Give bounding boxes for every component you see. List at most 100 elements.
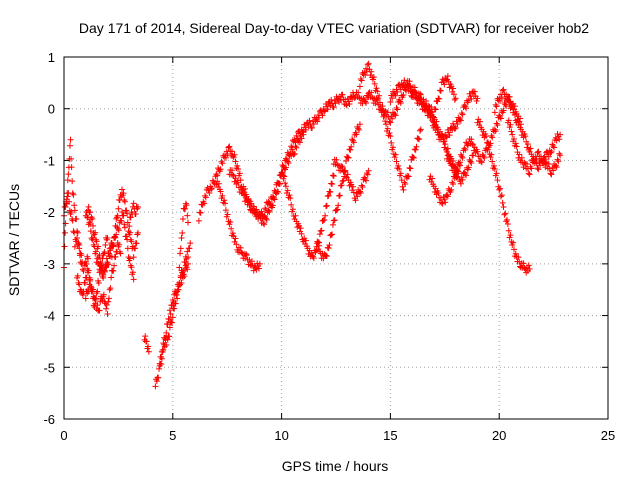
y-axis-label: SDTVAR / TECUs	[6, 184, 22, 296]
data-point-marker	[410, 154, 417, 161]
data-point-marker	[555, 158, 562, 165]
data-point-marker	[322, 101, 329, 108]
data-point-marker	[64, 177, 71, 184]
data-point-marker	[469, 89, 476, 96]
data-point-marker	[74, 272, 81, 279]
data-point-marker	[526, 171, 533, 178]
data-point-marker	[108, 274, 115, 281]
data-point-marker	[228, 225, 235, 232]
data-point-marker	[485, 144, 492, 151]
data-point-marker	[225, 144, 232, 151]
data-point-marker	[556, 136, 563, 143]
data-point-marker	[69, 217, 76, 224]
data-point-marker	[125, 254, 132, 261]
data-point-marker	[182, 200, 189, 207]
data-point-marker	[538, 158, 545, 165]
data-point-marker	[331, 217, 338, 224]
data-point-marker	[515, 254, 522, 261]
data-point-marker	[463, 172, 470, 179]
data-point-marker	[450, 85, 457, 92]
data-point-marker	[133, 240, 140, 247]
data-point-marker	[287, 150, 294, 157]
x-axis-label: GPS time / hours	[282, 458, 389, 474]
data-point-marker	[231, 151, 238, 158]
data-point-marker	[120, 212, 127, 219]
data-point-marker	[103, 305, 110, 312]
data-point-marker	[362, 72, 369, 79]
data-point-marker	[316, 242, 323, 249]
data-point-marker	[337, 167, 344, 174]
data-point-marker	[243, 252, 250, 259]
data-point-marker	[452, 124, 459, 131]
data-point-marker	[240, 186, 247, 193]
data-point-marker	[328, 180, 335, 187]
data-point-marker	[93, 238, 100, 245]
data-point-marker	[525, 170, 532, 177]
data-point-marker	[549, 164, 556, 171]
data-point-marker	[535, 148, 542, 155]
data-point-marker	[340, 177, 347, 184]
data-point-marker	[281, 165, 288, 172]
data-point-marker	[500, 86, 507, 93]
data-point-marker	[132, 245, 139, 252]
data-point-marker	[289, 206, 296, 213]
data-point-marker	[182, 205, 189, 212]
data-point-marker	[119, 186, 126, 193]
data-point-marker	[313, 116, 320, 123]
data-point-marker	[399, 183, 406, 190]
data-point-marker	[341, 168, 348, 175]
data-point-marker	[403, 86, 410, 93]
data-point-marker	[184, 212, 191, 219]
data-point-marker	[453, 174, 460, 181]
data-point-marker	[423, 103, 430, 110]
data-point-marker	[344, 154, 351, 161]
data-point-marker	[101, 248, 108, 255]
data-point-marker	[520, 164, 527, 171]
data-point-marker	[65, 171, 72, 178]
data-point-marker	[356, 83, 363, 90]
data-point-marker	[292, 139, 299, 146]
data-point-marker	[457, 159, 464, 166]
data-point-marker	[242, 251, 249, 258]
data-point-marker	[424, 112, 431, 119]
data-point-marker	[298, 230, 305, 237]
data-point-marker	[134, 203, 141, 210]
data-point-marker	[443, 77, 450, 84]
data-point-marker	[368, 89, 375, 96]
data-point-marker	[275, 180, 282, 187]
data-point-marker	[326, 188, 333, 195]
data-point-marker	[66, 198, 73, 205]
data-point-marker	[178, 235, 185, 241]
data-point-marker	[387, 98, 394, 105]
data-point-marker	[492, 127, 499, 134]
data-point-marker	[321, 108, 328, 115]
data-point-marker	[330, 172, 337, 179]
data-point-marker	[437, 194, 444, 201]
data-point-marker	[281, 173, 288, 180]
data-point-marker	[242, 255, 249, 262]
series-arc17	[265, 89, 372, 214]
data-point-marker	[306, 117, 313, 124]
data-point-marker	[401, 77, 408, 84]
data-point-marker	[509, 131, 516, 138]
data-point-marker	[202, 194, 209, 201]
data-point-marker	[238, 249, 245, 256]
data-point-marker	[125, 228, 132, 235]
data-point-marker	[546, 165, 553, 172]
data-point-marker	[533, 156, 540, 163]
data-point-marker	[282, 183, 289, 190]
data-point-marker	[323, 253, 330, 260]
data-point-marker	[392, 112, 399, 119]
data-point-marker	[126, 223, 133, 230]
data-point-marker	[435, 95, 442, 102]
data-point-marker	[130, 254, 137, 261]
data-point-marker	[96, 252, 103, 259]
data-point-marker	[508, 128, 515, 135]
data-point-marker	[153, 378, 160, 385]
data-point-marker	[437, 87, 444, 94]
data-point-marker	[499, 87, 506, 94]
data-point-marker	[217, 188, 224, 195]
data-point-marker	[528, 165, 535, 172]
x-tick-labels: 0 5 10 15 20 25	[60, 428, 615, 443]
